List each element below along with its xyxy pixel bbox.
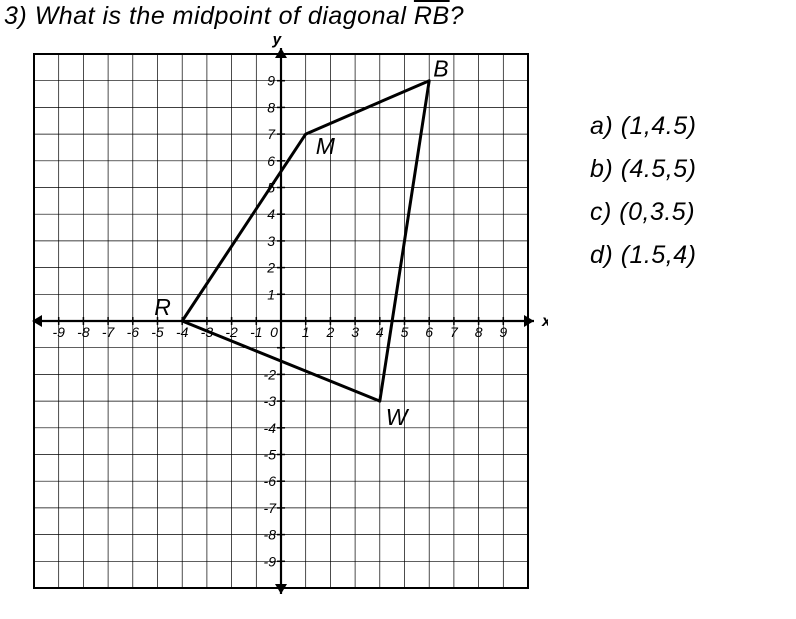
x-tick-label: 4 [376,324,384,340]
y-tick-label: 1 [267,286,275,302]
answer-letter: c) [590,198,612,226]
y-tick-label: -5 [264,447,277,463]
answer-letter: b) [590,155,613,183]
x-tick-label: -9 [52,324,65,340]
answer-option-a: a) (1,4.5) [590,112,696,141]
y-tick-label: 6 [267,153,275,169]
graph-svg: xy-9-8-7-6-5-4-3-2-10123456789123456789-… [28,36,548,606]
y-tick-label: -6 [264,473,277,489]
answer-letter: d) [590,241,613,269]
answer-value: (0,3.5) [619,198,695,226]
x-tick-label: 5 [401,324,409,340]
x-tick-label: 9 [499,324,507,340]
answer-option-b: b) (4.5,5) [590,155,696,184]
y-axis-label: y [272,36,283,48]
segment-name: RB [414,2,450,30]
question-number: 3) [4,2,27,30]
y-tick-label: -9 [264,553,277,569]
y-tick-label: 8 [267,99,275,115]
coordinate-graph: xy-9-8-7-6-5-4-3-2-10123456789123456789-… [28,36,548,606]
vertex-label-m: M [316,133,336,159]
x-tick-label: 3 [351,324,359,340]
x-tick-label: 6 [425,324,433,340]
x-tick-label: 8 [475,324,483,340]
x-tick-label: -1 [250,324,262,340]
answer-value: (4.5,5) [621,155,697,183]
y-tick-label: -8 [264,527,277,543]
x-axis-label: x [541,313,548,330]
x-tick-label: -7 [102,324,116,340]
x-tick-label: -2 [225,324,238,340]
origin-label: 0 [270,324,278,340]
answer-value: (1,4.5) [621,112,697,140]
x-tick-label: 1 [302,324,310,340]
vertex-label-b: B [433,56,448,82]
question-suffix: ? [450,2,464,30]
y-tick-label: 2 [266,260,275,276]
y-tick-label: -2 [264,366,277,382]
vertex-label-w: W [386,404,410,430]
answer-letter: a) [590,112,613,140]
y-tick-label: 9 [267,73,275,89]
answer-list: a) (1,4.5) b) (4.5,5) c) (0,3.5) d) (1.5… [590,112,696,284]
y-tick-label: 4 [267,206,275,222]
y-tick-label: 7 [267,126,276,142]
vertex-label-r: R [154,294,171,320]
y-tick-label: -4 [264,420,277,436]
x-tick-label: -8 [77,324,90,340]
x-tick-label: -4 [176,324,189,340]
y-tick-label: 3 [267,233,275,249]
question-prompt: 3) What is the midpoint of diagonal RB? [4,2,464,31]
x-tick-label: 2 [326,324,335,340]
question-prefix: What is the midpoint of diagonal [35,2,407,30]
answer-option-c: c) (0,3.5) [590,198,696,227]
y-tick-label: -7 [264,500,278,516]
x-tick-label: -6 [127,324,140,340]
answer-value: (1.5,4) [621,241,697,269]
answer-option-d: d) (1.5,4) [590,241,696,270]
x-tick-label: -5 [151,324,164,340]
y-tick-label: -3 [264,393,277,409]
x-tick-label: 7 [450,324,459,340]
